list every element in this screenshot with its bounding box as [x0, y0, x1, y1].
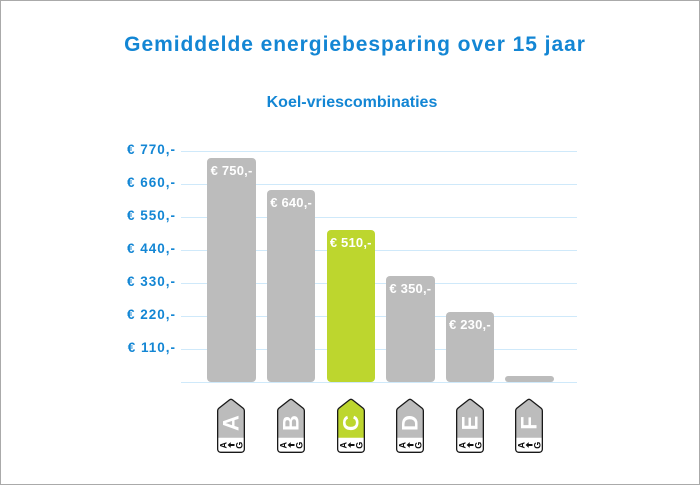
- svg-text:E: E: [457, 416, 482, 431]
- svg-text:D: D: [398, 415, 423, 431]
- svg-text:A: A: [517, 441, 527, 448]
- svg-text:A: A: [457, 441, 467, 448]
- svg-text:F: F: [517, 416, 542, 429]
- svg-text:A: A: [338, 441, 348, 448]
- svg-text:G: G: [354, 442, 364, 449]
- svg-text:G: G: [294, 442, 304, 449]
- svg-text:G: G: [413, 442, 423, 449]
- svg-text:A: A: [219, 415, 244, 431]
- svg-text:G: G: [533, 442, 543, 449]
- svg-text:B: B: [278, 415, 303, 431]
- svg-text:G: G: [473, 442, 483, 449]
- svg-text:A: A: [398, 441, 408, 448]
- svg-text:A: A: [278, 441, 288, 448]
- svg-text:G: G: [235, 442, 245, 449]
- svg-text:C: C: [338, 415, 363, 431]
- svg-text:A: A: [219, 441, 229, 448]
